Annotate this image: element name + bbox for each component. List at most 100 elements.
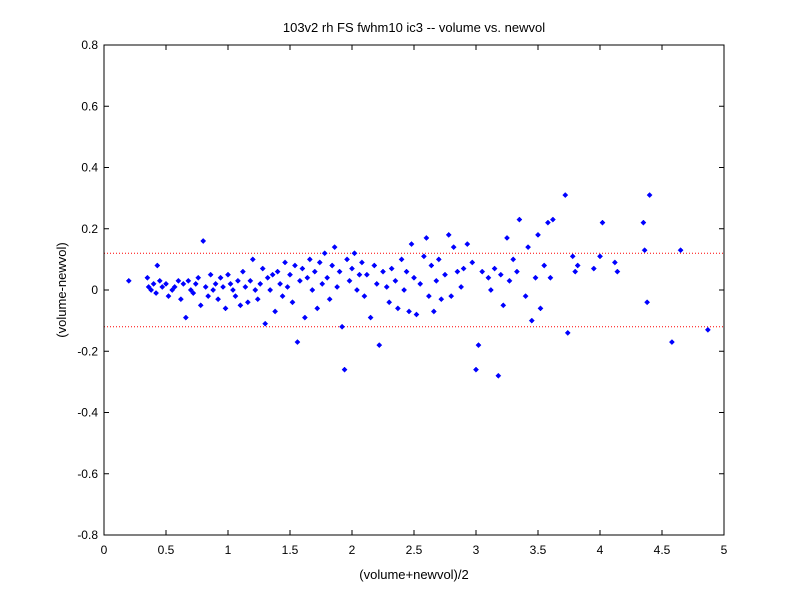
data-point — [386, 299, 393, 306]
data-point — [292, 262, 298, 269]
data-point — [217, 274, 224, 281]
data-point — [562, 192, 569, 199]
data-point — [373, 280, 380, 287]
x-tick-label: 3 — [473, 543, 480, 557]
data-point — [294, 339, 301, 346]
plot-area: 0 0.5 1 1.5 2 2.5 3 3.5 4 4.5 5 -0.8-0.6-0.4-0.200… — [77, 38, 727, 557]
data-point — [249, 256, 256, 263]
data-point — [144, 274, 151, 281]
data-point — [428, 262, 435, 269]
data-point — [704, 326, 711, 333]
data-point — [279, 293, 286, 300]
data-point — [351, 250, 358, 257]
data-point — [267, 287, 274, 293]
data-point — [202, 283, 209, 290]
data-point — [156, 277, 163, 284]
data-point — [239, 268, 246, 275]
data-point — [450, 244, 457, 251]
data-point — [153, 290, 160, 297]
y-tick-label: -0.6 — [77, 467, 98, 481]
data-point — [319, 280, 326, 287]
data-point — [363, 271, 370, 278]
y-tick-label: -0.4 — [77, 406, 98, 420]
data-point — [438, 296, 445, 303]
data-point — [309, 287, 316, 293]
data-point — [448, 293, 455, 300]
data-point — [367, 314, 374, 321]
data-point — [442, 271, 448, 278]
data-point — [454, 268, 461, 275]
chart-title: 103v2 rh FS fwhm10 ic3 -- volume vs. new… — [283, 20, 545, 35]
y-tick-label: 0.2 — [81, 222, 98, 236]
data-point — [354, 287, 360, 293]
data-point — [411, 274, 417, 281]
y-axis-label: (volume-newvol) — [54, 242, 69, 337]
data-point — [244, 299, 251, 306]
y-tick-label: -0.2 — [77, 344, 98, 358]
data-point — [464, 241, 471, 248]
data-point — [544, 219, 551, 226]
data-point — [641, 247, 648, 254]
x-tick-label: 4.5 — [654, 543, 671, 557]
data-point — [599, 219, 606, 226]
data-point — [237, 302, 244, 309]
data-point — [403, 268, 410, 275]
x-tick-label: 5 — [721, 543, 728, 557]
data-point — [537, 305, 544, 312]
data-point — [460, 265, 467, 272]
data-point — [569, 253, 576, 260]
data-point — [316, 259, 323, 266]
data-point — [210, 287, 217, 293]
data-point — [331, 244, 338, 251]
data-point — [227, 280, 234, 287]
data-point — [180, 280, 187, 287]
data-point — [321, 250, 328, 257]
data-point — [425, 293, 432, 300]
data-point — [334, 283, 341, 290]
data-point — [171, 283, 178, 290]
data-point — [177, 296, 184, 303]
data-point — [301, 314, 308, 321]
data-point — [430, 308, 437, 315]
data-point — [247, 277, 254, 284]
x-tick-label: 0 — [101, 543, 108, 557]
data-point — [525, 244, 532, 251]
data-point — [401, 287, 408, 293]
data-point — [398, 256, 405, 263]
data-point — [190, 290, 197, 297]
data-point — [349, 265, 355, 272]
data-point — [510, 256, 517, 263]
data-point — [346, 277, 353, 284]
data-point — [356, 271, 363, 278]
data-point — [574, 262, 581, 269]
data-point — [324, 274, 331, 281]
data-point — [195, 274, 202, 281]
data-point — [344, 256, 350, 263]
data-point — [614, 268, 621, 275]
y-tick-label: -0.8 — [77, 528, 98, 542]
data-point — [207, 271, 214, 278]
data-point — [435, 256, 442, 263]
data-point — [564, 329, 571, 336]
data-point — [677, 247, 684, 254]
data-point — [212, 280, 219, 287]
data-point — [528, 317, 535, 324]
data-point — [175, 277, 182, 284]
data-point — [383, 283, 390, 290]
data-point — [406, 308, 412, 315]
x-axis-label: (volume+newvol)/2 — [359, 567, 468, 582]
data-point — [479, 268, 486, 275]
data-point — [388, 265, 395, 272]
data-point — [269, 271, 276, 278]
data-point — [272, 308, 279, 315]
data-point — [192, 280, 199, 287]
data-point — [232, 293, 239, 300]
data-point — [264, 274, 271, 281]
data-point — [234, 277, 241, 284]
x-tick-label: 2 — [349, 543, 356, 557]
data-point — [541, 262, 548, 269]
data-point — [475, 342, 482, 349]
data-point — [668, 339, 675, 346]
data-point — [371, 262, 378, 269]
